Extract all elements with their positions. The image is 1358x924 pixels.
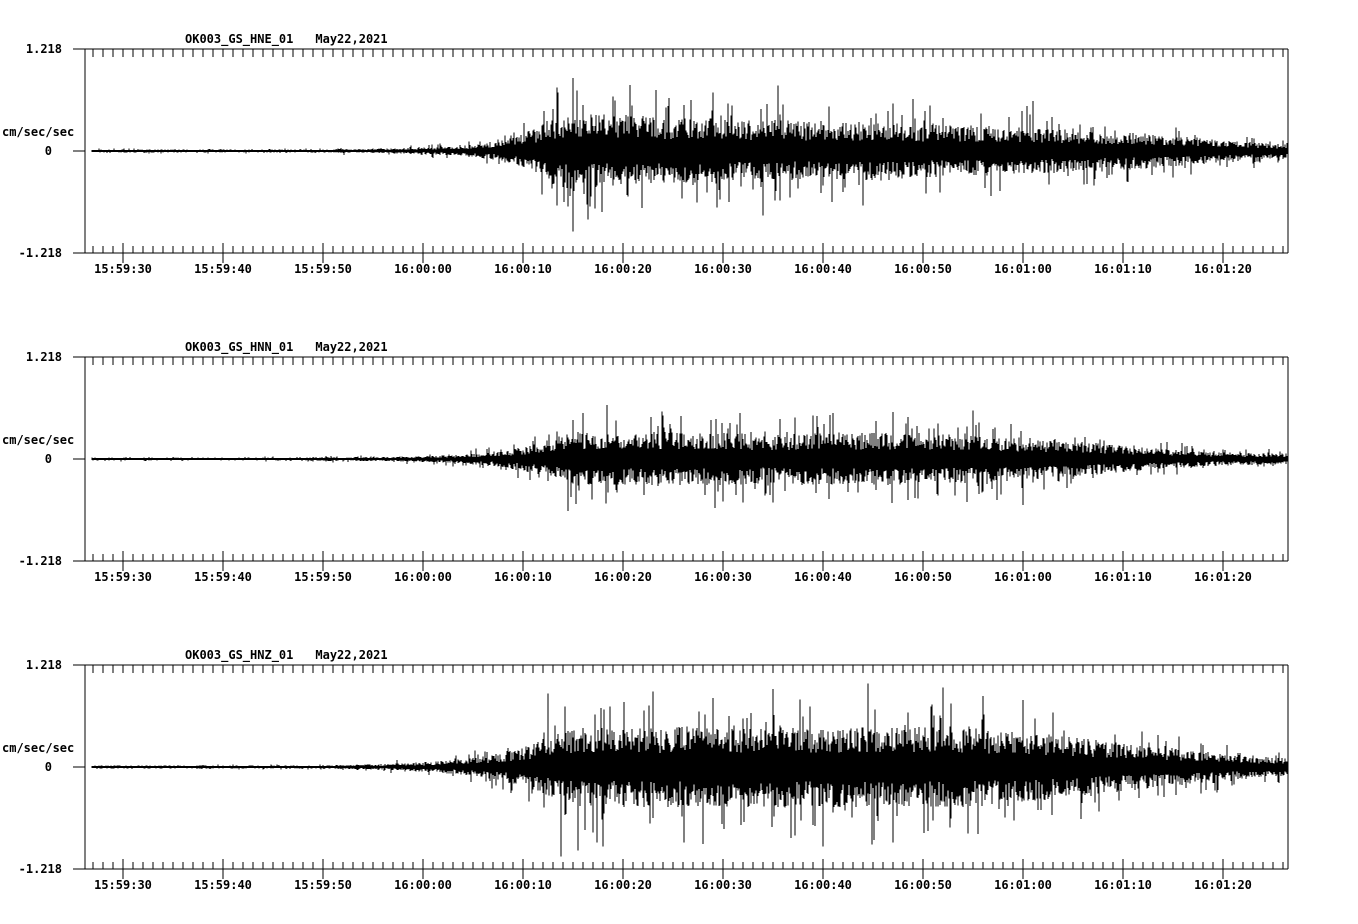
x-tick-label: 16:01:20	[1194, 570, 1252, 584]
x-axis-labels: 15:59:30 15:59:40 15:59:50 16:00:00 16:00:10…	[0, 878, 1358, 896]
y-axis-zero-label: 0	[44, 452, 52, 466]
waveform-plot-hnn	[73, 356, 1289, 571]
x-tick-label: 16:01:00	[994, 570, 1052, 584]
x-tick-label: 16:00:20	[594, 262, 652, 276]
y-axis-max-label: 1.218	[25, 350, 62, 364]
panel-title: OK003_GS_HNZ_01 May22,2021	[185, 648, 388, 662]
waveform-plot-hne	[73, 48, 1289, 263]
y-axis-max-label: 1.218	[25, 42, 62, 56]
x-tick-label: 16:00:50	[894, 262, 952, 276]
x-tick-label: 16:00:10	[494, 878, 552, 892]
y-axis-min-label: -1.218	[18, 554, 62, 568]
panel-title: OK003_GS_HNN_01 May22,2021	[185, 340, 388, 354]
x-tick-label: 16:00:50	[894, 878, 952, 892]
x-tick-label: 16:00:00	[394, 878, 452, 892]
panel-title-station: OK003_GS_HNE_01	[185, 32, 294, 46]
y-axis-min-label: -1.218	[18, 246, 62, 260]
x-tick-label: 15:59:50	[294, 878, 352, 892]
panel-title-station: OK003_GS_HNN_01	[185, 340, 294, 354]
x-tick-label: 16:01:10	[1094, 570, 1152, 584]
x-tick-label: 16:00:00	[394, 570, 452, 584]
x-tick-label: 16:00:30	[694, 262, 752, 276]
panel-title-station: OK003_GS_HNZ_01	[185, 648, 294, 662]
x-tick-label: 16:01:10	[1094, 262, 1152, 276]
x-tick-label: 16:00:20	[594, 570, 652, 584]
x-tick-label: 16:01:20	[1194, 878, 1252, 892]
x-tick-label: 16:01:10	[1094, 878, 1152, 892]
x-tick-label: 16:00:00	[394, 262, 452, 276]
x-tick-label: 15:59:30	[94, 878, 152, 892]
x-tick-label: 15:59:40	[194, 878, 252, 892]
x-tick-label: 16:00:10	[494, 262, 552, 276]
y-axis-unit-label: cm/sec/sec	[2, 125, 75, 139]
x-tick-label: 16:00:40	[794, 570, 852, 584]
y-axis-zero-label: 0	[44, 144, 52, 158]
y-axis-unit-label: cm/sec/sec	[2, 433, 75, 447]
x-tick-label: 16:00:40	[794, 878, 852, 892]
x-tick-label: 16:00:40	[794, 262, 852, 276]
x-tick-label: 15:59:50	[294, 262, 352, 276]
x-tick-label: 15:59:40	[194, 570, 252, 584]
x-axis-labels: 15:59:30 15:59:40 15:59:50 16:00:00 16:00:10…	[0, 570, 1358, 588]
waveform-plot-hnz	[73, 664, 1289, 879]
x-tick-label: 15:59:40	[194, 262, 252, 276]
x-tick-label: 16:00:30	[694, 878, 752, 892]
x-tick-label: 15:59:50	[294, 570, 352, 584]
y-axis-min-label: -1.218	[18, 862, 62, 876]
x-tick-label: 15:59:30	[94, 262, 152, 276]
x-axis-labels: 15:59:30 15:59:40 15:59:50 16:00:00 16:00:10…	[0, 262, 1358, 280]
x-tick-label: 16:00:30	[694, 570, 752, 584]
x-tick-label: 16:00:50	[894, 570, 952, 584]
y-axis-unit-label: cm/sec/sec	[2, 741, 75, 755]
panel-title-date: May22,2021	[315, 32, 388, 46]
panel-title-date: May22,2021	[315, 340, 388, 354]
x-tick-label: 15:59:30	[94, 570, 152, 584]
x-tick-label: 16:01:20	[1194, 262, 1252, 276]
x-tick-label: 16:01:00	[994, 878, 1052, 892]
y-axis-max-label: 1.218	[25, 658, 62, 672]
x-tick-label: 16:00:20	[594, 878, 652, 892]
panel-title-date: May22,2021	[315, 648, 388, 662]
y-axis-zero-label: 0	[44, 760, 52, 774]
panel-title: OK003_GS_HNE_01 May22,2021	[185, 32, 388, 46]
x-tick-label: 16:01:00	[994, 262, 1052, 276]
x-tick-label: 16:00:10	[494, 570, 552, 584]
